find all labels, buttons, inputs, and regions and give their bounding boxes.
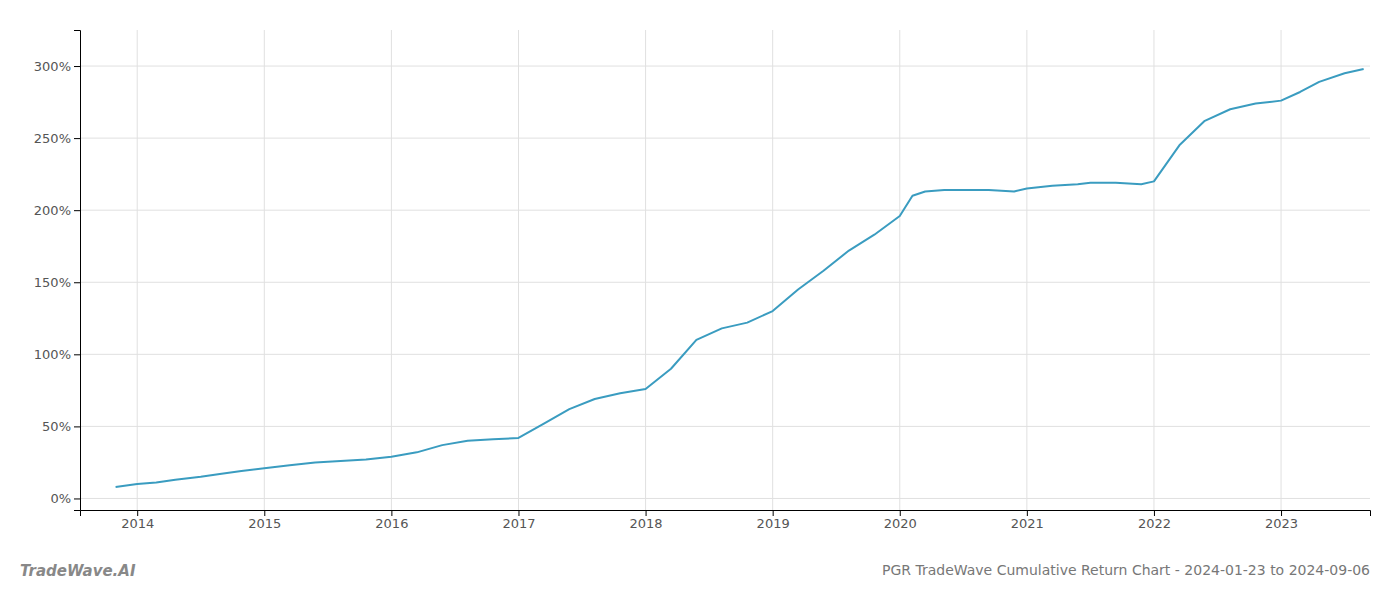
x-tick-mark [391,510,392,516]
x-tick-mark [264,510,265,516]
y-tick: 300% [34,59,80,74]
x-tick: 2021 [1011,510,1044,531]
x-tick-label: 2019 [757,516,790,531]
grid-line [391,30,392,510]
x-tick: 2014 [121,510,154,531]
grid-line [264,30,265,510]
x-tick-mark [646,510,647,516]
x-axis: 2014 2015 2016 2017 2018 2019 2020 2021 2022 2023 [81,510,1371,531]
grid-line [80,138,1370,139]
y-tick-label: 0% [50,491,71,506]
x-tick-label: 2015 [248,516,281,531]
x-tick: 2016 [375,510,408,531]
x-tick-mark [1027,510,1028,516]
y-tick-label: 250% [34,131,71,146]
y-tick-mark [74,66,80,67]
y-tick-label: 100% [34,347,71,362]
x-tick-mark [518,510,519,516]
grid-line [1026,30,1027,510]
y-tick-label: 50% [42,419,71,434]
y-tick: 50% [42,419,80,434]
line [116,69,1364,487]
y-tick-label: 200% [34,203,71,218]
x-axis-line [81,511,1371,517]
y-tick-mark [74,282,80,283]
x-tick-label: 2020 [884,516,917,531]
chart: 2014 2015 2016 2017 2018 2019 2020 2021 2022 2023… [0,0,1400,600]
y-tick-label: 300% [34,59,71,74]
x-tick: 2019 [757,510,790,531]
x-tick: 2015 [248,510,281,531]
y-axis: 0% 50% 100% 150% 200% 250% 300% [34,31,81,511]
grid-line [80,210,1370,211]
x-tick: 2023 [1265,510,1298,531]
y-tick-label: 150% [34,275,71,290]
x-tick: 2018 [630,510,663,531]
y-tick-mark [74,498,80,499]
x-tick-label: 2017 [502,516,535,531]
grid-line [80,354,1370,355]
x-tick-label: 2018 [630,516,663,531]
watermark: TradeWave.AI [20,562,136,580]
grid-line [645,30,646,510]
marks [116,69,1364,487]
y-tick: 250% [34,131,80,146]
y-tick: 150% [34,275,80,290]
x-tick: 2022 [1138,510,1171,531]
plot: 2014 2015 2016 2017 2018 2019 2020 2021 2022 2023… [34,30,1371,531]
grid-line [899,30,900,510]
x-tick-label: 2022 [1138,516,1171,531]
x-tick-mark [773,510,774,516]
y-tick: 100% [34,347,80,362]
x-tick-mark [1154,510,1155,516]
grid-line [80,498,1370,499]
grid-line [137,30,138,510]
grid-line [80,66,1370,67]
x-tick-label: 2023 [1265,516,1298,531]
y-tick: 200% [34,203,80,218]
x-tick-mark [900,510,901,516]
x-tick: 2020 [884,510,917,531]
grid-line [1153,30,1154,510]
y-tick-mark [74,210,80,211]
grid-line [772,30,773,510]
grid-line [1281,30,1282,510]
grid-line [80,426,1370,427]
x-tick-label: 2016 [375,516,408,531]
x-tick: 2017 [502,510,535,531]
y-axis-line [74,31,81,511]
x-tick-label: 2014 [121,516,154,531]
y-tick-mark [74,426,80,427]
grid-line [80,282,1370,283]
x-tick-mark [137,510,138,516]
grid [80,30,1370,510]
x-tick-mark [1281,510,1282,516]
y-tick: 0% [50,491,80,506]
title: PGR TradeWave Cumulative Return Chart - … [882,562,1370,578]
y-tick-mark [74,354,80,355]
x-tick-label: 2021 [1011,516,1044,531]
y-tick-mark [74,138,80,139]
